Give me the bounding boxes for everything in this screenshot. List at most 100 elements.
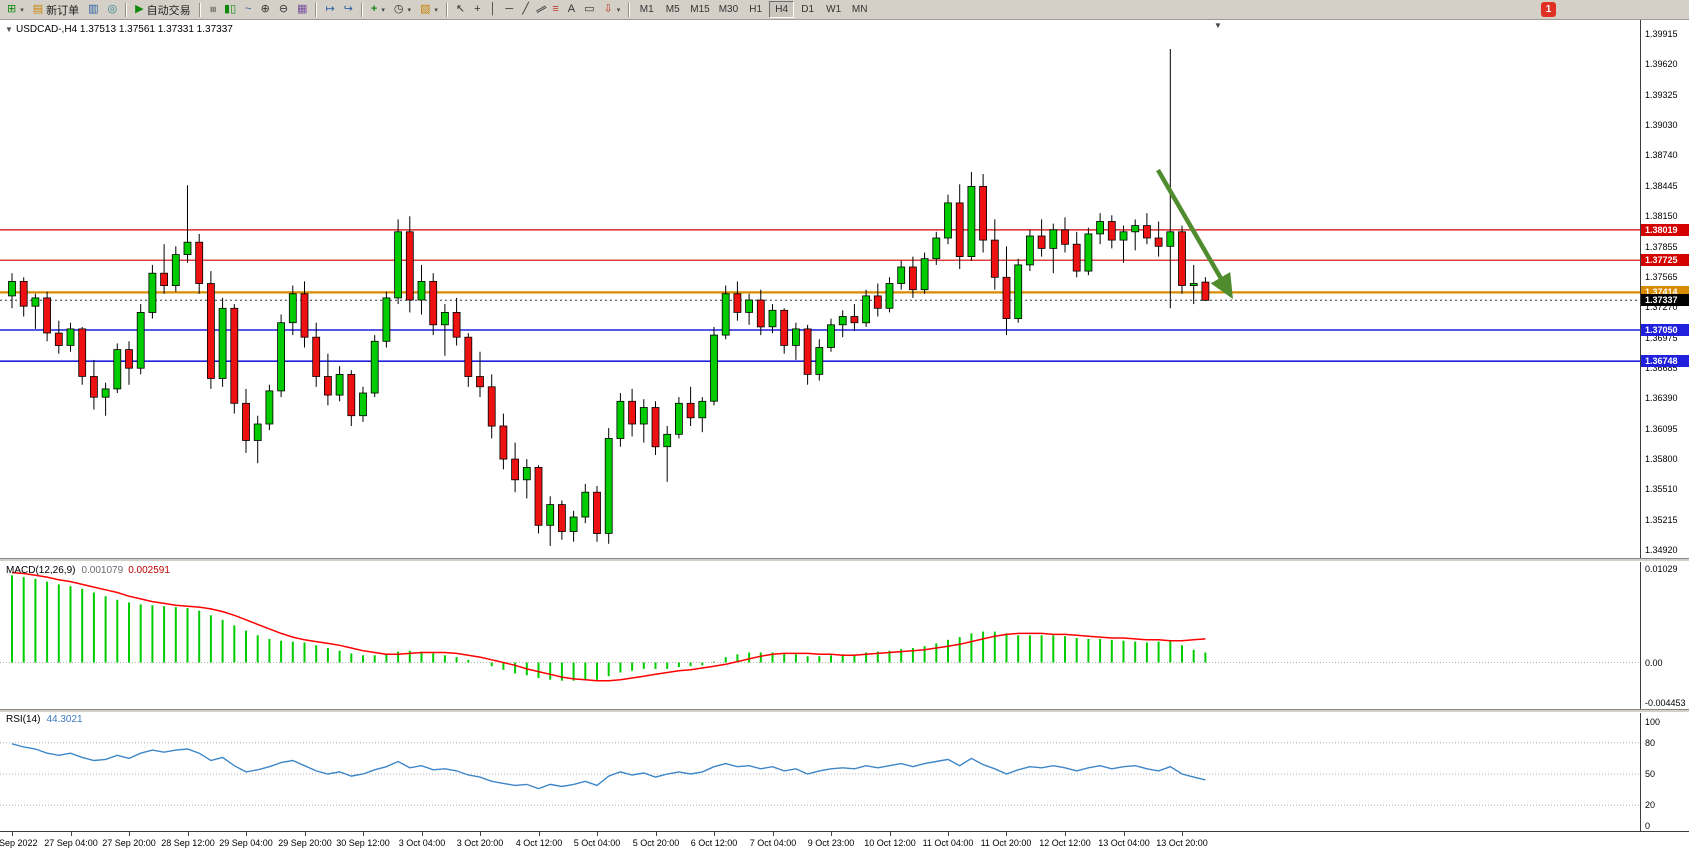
- level-lines-layer: [0, 229, 1640, 363]
- periods-button[interactable]: ◷ ▾: [390, 1, 415, 18]
- price-axis-label: 1.35215: [1645, 515, 1678, 525]
- crosshair-tool-button[interactable]: +: [470, 1, 484, 18]
- channel-tool-button[interactable]: ∥: [534, 1, 547, 18]
- play-icon: ▶: [135, 3, 144, 15]
- timeframe-button-M30[interactable]: M30: [718, 4, 739, 15]
- candlestick-icon: ▮▯: [224, 3, 237, 15]
- price-axis[interactable]: 1.39915 1.39620 1.39325 1.39030 1.38740 1.384…: [1640, 20, 1689, 831]
- macd-main-value: 0.001079: [81, 565, 124, 576]
- date-axis-tick: [714, 832, 715, 836]
- chart-shift-button[interactable]: ↪: [340, 1, 357, 18]
- price-axis-label: 1.36685: [1645, 363, 1678, 373]
- bar-chart-mode-button[interactable]: ≡: [205, 1, 219, 18]
- timeframe-button-M1[interactable]: M1: [639, 4, 654, 15]
- date-axis-tick: [948, 832, 949, 836]
- date-axis-label: 11 Oct 20:00: [980, 838, 1032, 848]
- date-axis-label: 29 Sep 20:00: [278, 838, 332, 848]
- price-axis-label: 1.36095: [1645, 424, 1678, 434]
- date-axis-tick: [1006, 832, 1007, 836]
- level-price-tag: 1.37050: [1641, 324, 1689, 336]
- clock-icon: ◷: [393, 3, 404, 15]
- toolbar-separator: [628, 2, 631, 17]
- date-axis-tick: [422, 832, 423, 836]
- chart-title: USDCAD-,H4 1.37513 1.37561 1.37331 1.373…: [16, 24, 233, 35]
- notification-badge[interactable]: 1: [1541, 2, 1556, 17]
- panel-splitter-macd[interactable]: [0, 558, 1689, 562]
- panel-splitter-rsi[interactable]: [0, 709, 1689, 713]
- timeframe-button-D1[interactable]: D1: [801, 4, 815, 15]
- date-axis-label: 7 Oct 04:00: [749, 838, 797, 848]
- rsi-axis-label: 50: [1645, 769, 1656, 779]
- rsi-name: RSI(14): [6, 714, 41, 725]
- horizontal-line-tool-button[interactable]: ─: [501, 1, 517, 18]
- line-chart-mode-button[interactable]: ~: [241, 1, 255, 18]
- date-axis-label: 11 Oct 04:00: [922, 838, 974, 848]
- macd-layer: [0, 571, 1640, 682]
- bid-price-tag: 1.37337: [1641, 294, 1689, 306]
- rsi-indicator-label: RSI(14) 44.3021: [6, 714, 83, 725]
- price-axis-label: 1.39620: [1645, 59, 1678, 69]
- timeframe-button-W1[interactable]: W1: [826, 4, 842, 15]
- metaeditor-icon: ▥: [88, 3, 99, 15]
- indicators-button[interactable]: + ▾: [367, 1, 389, 18]
- candlestick-layer: [8, 49, 1210, 546]
- annotation-arrow[interactable]: [1156, 168, 1233, 300]
- price-axis-label: 1.37565: [1645, 272, 1678, 282]
- price-axis-label: 1.38445: [1645, 181, 1678, 191]
- date-axis-label: 4 Oct 12:00: [515, 838, 563, 848]
- community-button[interactable]: ◎: [104, 1, 122, 18]
- date-axis-tick: [597, 832, 598, 836]
- auto-scroll-button[interactable]: ↦: [321, 1, 338, 18]
- date-axis-label: 28 Sep 12:00: [161, 838, 215, 848]
- timeframe-button-H1[interactable]: H1: [749, 4, 763, 15]
- zoom-in-button[interactable]: ⊕: [257, 1, 274, 18]
- fibonacci-tool-button[interactable]: ≡: [548, 1, 562, 18]
- text-label-tool-button[interactable]: ▭: [580, 1, 598, 18]
- text-label-icon: ▭: [584, 3, 595, 15]
- text-tool-button[interactable]: A: [564, 1, 579, 18]
- date-axis-label: 27 Sep 04:00: [44, 838, 98, 848]
- price-axis-label: 1.34920: [1645, 545, 1678, 555]
- zoom-in-icon: ⊕: [260, 3, 270, 15]
- rsi-value: 44.3021: [46, 714, 83, 725]
- price-axis-label: 1.38740: [1645, 150, 1678, 160]
- vertical-line-tool-button[interactable]: │: [486, 1, 501, 18]
- timeframe-button-M5[interactable]: M5: [665, 4, 680, 15]
- date-axis-tick: [890, 832, 891, 836]
- date-axis-tick: [539, 832, 540, 836]
- date-axis-label: 13 Oct 04:00: [1098, 838, 1150, 848]
- chevron-down-icon: ▾: [434, 6, 438, 14]
- rsi-axis-label: 80: [1645, 738, 1656, 748]
- chart-shift-marker[interactable]: ▼: [1214, 21, 1222, 30]
- community-icon: ◎: [107, 3, 118, 15]
- auto-trading-button[interactable]: ▶ 自动交易: [131, 1, 194, 18]
- date-axis-tick: [831, 832, 832, 836]
- rsi-axis-label: 100: [1645, 717, 1661, 727]
- trendline-tool-button[interactable]: ╱: [518, 1, 533, 18]
- date-axis-tick: [480, 832, 481, 836]
- new-order-icon: ▤: [32, 3, 44, 15]
- one-click-trading-toggle[interactable]: ▼: [5, 25, 13, 34]
- price-axis-label: 1.39915: [1645, 29, 1678, 39]
- rsi-axis-label: 20: [1645, 800, 1656, 810]
- metaeditor-button[interactable]: ▥: [84, 1, 102, 18]
- candle-chart-mode-button[interactable]: ▮▯: [220, 1, 240, 18]
- timeframe-button-MN[interactable]: MN: [851, 4, 868, 15]
- tile-windows-button[interactable]: ▦: [293, 1, 311, 18]
- trendline-icon: ╱: [522, 3, 529, 15]
- timeframe-button-H4[interactable]: H4: [769, 1, 795, 18]
- date-axis-label: 3 Oct 20:00: [456, 838, 504, 848]
- chart-plot-surface[interactable]: [0, 20, 1640, 831]
- timeframe-button-M15[interactable]: M15: [690, 4, 710, 15]
- templates-button[interactable]: ▧ ▾: [416, 1, 442, 18]
- chart-region: ▼ USDCAD-,H4 1.37513 1.37561 1.37331 1.3…: [0, 20, 1689, 831]
- date-axis[interactable]: 26 Sep 2022 27 Sep 04:00 27 Sep 20:00 28 Se…: [0, 831, 1689, 857]
- zoom-out-button[interactable]: ⊖: [275, 1, 292, 18]
- chevron-down-icon: ▾: [20, 6, 24, 14]
- arrows-tool-button[interactable]: ⇩ ▾: [600, 1, 625, 18]
- new-order-button[interactable]: ▤ 新订单: [29, 1, 83, 18]
- cursor-tool-button[interactable]: ↖: [452, 1, 469, 18]
- new-chart-button[interactable]: ⊞ ▾: [3, 1, 28, 18]
- new-order-label: 新订单: [46, 4, 80, 17]
